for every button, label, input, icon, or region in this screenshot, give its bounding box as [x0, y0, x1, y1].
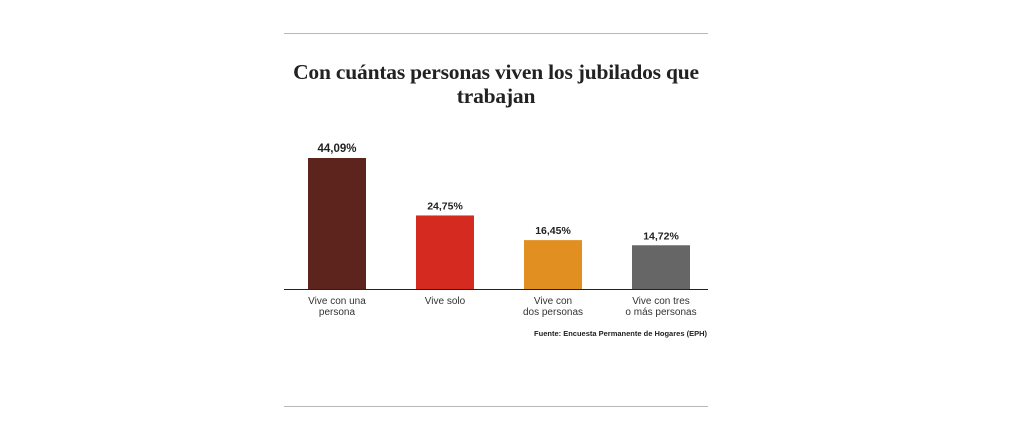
bar-3: [524, 240, 582, 289]
value-label-3: 16,45%: [535, 225, 571, 237]
bars-group: [308, 158, 690, 289]
category-label-3-line-2: dos personas: [523, 307, 583, 318]
value-labels-group: 44,09% 24,75% 16,45% 14,72%: [317, 143, 679, 242]
category-label-3-line-1: Vive con: [534, 296, 572, 307]
value-label-4: 14,72%: [643, 230, 679, 242]
category-label-4-line-1: Vive con tres: [632, 296, 690, 307]
category-label-1-line-1: Vive con una: [308, 296, 366, 307]
category-label-4-line-2: o más personas: [625, 307, 696, 318]
source-note: Fuente: Encuesta Permanente de Hogares (…: [534, 329, 707, 338]
bar-4: [632, 245, 690, 289]
category-label-2: Vive solo: [425, 296, 466, 307]
bar-1: [308, 158, 366, 289]
top-rule: [284, 33, 708, 34]
value-label-1: 44,09%: [317, 143, 356, 155]
chart-title: Con cuántas personas viven los jubilados…: [293, 60, 699, 108]
value-label-2: 24,75%: [427, 200, 463, 212]
bottom-rule: [284, 406, 708, 407]
bar-2: [416, 215, 474, 289]
category-label-1-line-2: persona: [319, 307, 356, 318]
